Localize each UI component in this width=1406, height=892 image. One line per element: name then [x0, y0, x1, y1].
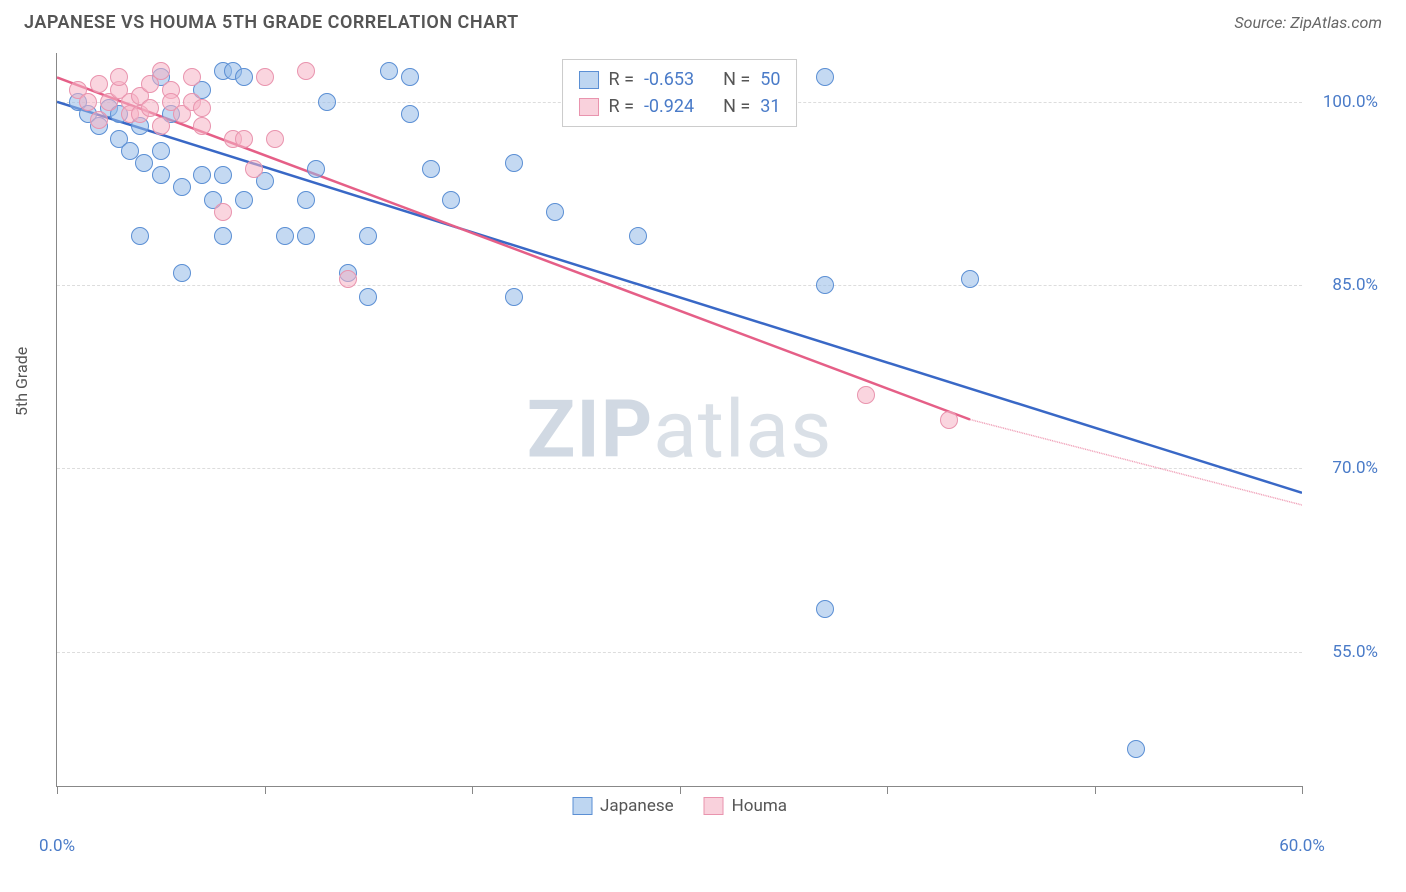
- scatter-point: [940, 411, 958, 429]
- scatter-point: [173, 178, 191, 196]
- legend-swatch: [572, 797, 592, 815]
- legend-item: Japanese: [572, 796, 674, 816]
- scatter-point: [152, 166, 170, 184]
- scatter-point: [173, 264, 191, 282]
- scatter-point: [79, 93, 97, 111]
- r-value: -0.653: [644, 66, 694, 93]
- legend-swatch: [579, 98, 599, 116]
- scatter-point: [110, 68, 128, 86]
- scatter-point: [152, 142, 170, 160]
- watermark: ZIPatlas: [527, 382, 832, 476]
- scatter-point: [816, 276, 834, 294]
- scatter-point: [961, 270, 979, 288]
- scatter-point: [297, 191, 315, 209]
- gridline: [57, 285, 1302, 286]
- scatter-point: [401, 68, 419, 86]
- scatter-point: [214, 227, 232, 245]
- scatter-point: [193, 117, 211, 135]
- scatter-point: [235, 191, 253, 209]
- scatter-point: [505, 154, 523, 172]
- y-tick-label: 55.0%: [1332, 642, 1378, 662]
- legend-swatch: [579, 71, 599, 89]
- scatter-point: [135, 154, 153, 172]
- gridline: [57, 468, 1302, 469]
- chart-title: JAPANESE VS HOUMA 5TH GRADE CORRELATION …: [24, 12, 519, 33]
- scatter-point: [629, 227, 647, 245]
- scatter-point: [235, 68, 253, 86]
- scatter-point: [214, 166, 232, 184]
- scatter-point: [276, 227, 294, 245]
- scatter-point: [546, 203, 564, 221]
- n-value: 50: [760, 66, 780, 93]
- r-value: -0.924: [644, 93, 694, 120]
- scatter-point: [152, 117, 170, 135]
- scatter-point: [359, 227, 377, 245]
- x-tick-label: 60.0%: [1279, 836, 1325, 856]
- scatter-point: [266, 130, 284, 148]
- x-tick: [1095, 786, 1096, 794]
- scatter-point: [401, 105, 419, 123]
- scatter-point: [214, 203, 232, 221]
- y-tick-label: 85.0%: [1332, 275, 1378, 295]
- scatter-point: [307, 160, 325, 178]
- scatter-point: [245, 160, 263, 178]
- scatter-point: [193, 166, 211, 184]
- scatter-point: [90, 111, 108, 129]
- plot-area: ZIPatlas R = -0.653 N = 50R = -0.924 N =…: [56, 53, 1302, 787]
- stats-row: R = -0.653 N = 50: [579, 66, 781, 93]
- y-tick-label: 100.0%: [1323, 92, 1378, 112]
- r-label: R =: [609, 93, 634, 120]
- x-tick: [472, 786, 473, 794]
- scatter-point: [422, 160, 440, 178]
- stats-row: R = -0.924 N = 31: [579, 93, 781, 120]
- scatter-point: [857, 386, 875, 404]
- scatter-point: [183, 68, 201, 86]
- r-label: R =: [609, 66, 634, 93]
- x-tick: [887, 786, 888, 794]
- scatter-point: [505, 288, 523, 306]
- scatter-point: [359, 288, 377, 306]
- scatter-point: [816, 600, 834, 618]
- n-label: N =: [723, 93, 750, 120]
- n-value: 31: [760, 93, 780, 120]
- scatter-point: [1127, 740, 1145, 758]
- scatter-point: [131, 227, 149, 245]
- y-tick-label: 70.0%: [1332, 458, 1378, 478]
- scatter-point: [193, 99, 211, 117]
- legend-item: Houma: [704, 796, 787, 816]
- scatter-point: [318, 93, 336, 111]
- legend-label: Houma: [732, 796, 787, 816]
- x-tick: [1302, 786, 1303, 794]
- legend-label: Japanese: [600, 796, 674, 816]
- x-tick: [265, 786, 266, 794]
- y-axis-label: 5th Grade: [12, 347, 31, 416]
- scatter-point: [380, 62, 398, 80]
- scatter-point: [442, 191, 460, 209]
- source-attribution: Source: ZipAtlas.com: [1234, 13, 1382, 32]
- scatter-point: [152, 62, 170, 80]
- x-tick: [680, 786, 681, 794]
- scatter-point: [297, 227, 315, 245]
- correlation-stats-box: R = -0.653 N = 50R = -0.924 N = 31: [562, 59, 798, 127]
- scatter-point: [297, 62, 315, 80]
- scatter-point: [256, 68, 274, 86]
- scatter-point: [90, 75, 108, 93]
- chart-container: 5th Grade ZIPatlas R = -0.653 N = 50R = …: [24, 41, 1382, 831]
- legend-swatch: [704, 797, 724, 815]
- n-label: N =: [723, 66, 750, 93]
- x-tick-label: 0.0%: [39, 836, 75, 856]
- gridline: [57, 652, 1302, 653]
- scatter-point: [141, 99, 159, 117]
- scatter-point: [816, 68, 834, 86]
- scatter-point: [235, 130, 253, 148]
- legend: Japanese Houma: [572, 796, 787, 816]
- scatter-point: [339, 270, 357, 288]
- x-tick: [57, 786, 58, 794]
